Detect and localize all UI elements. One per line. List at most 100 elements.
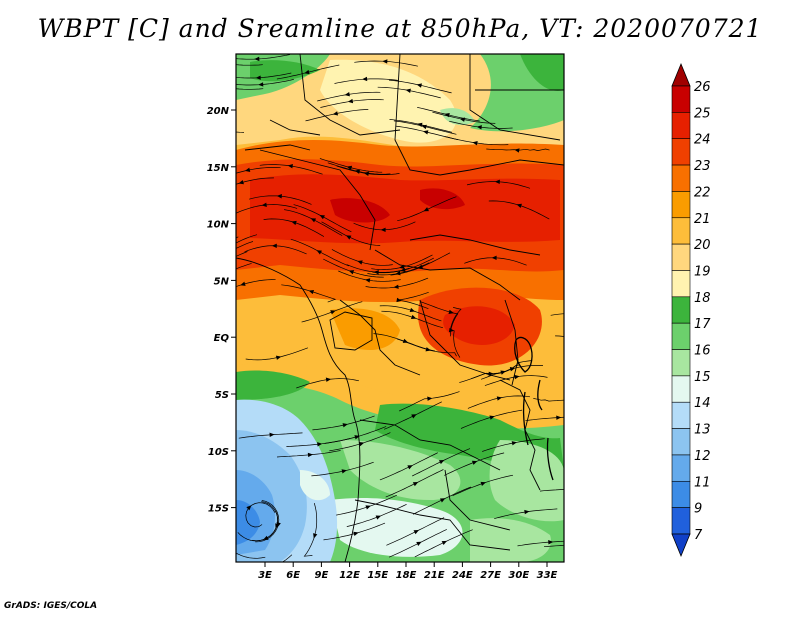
colorbar-box (671, 349, 691, 377)
colorbar-box (671, 112, 691, 140)
streamline-arrow (396, 297, 402, 303)
colorbar-box (671, 507, 691, 535)
lat-tick-label: 10S (208, 447, 229, 458)
lon-tick-label: 33E (537, 570, 558, 581)
streamline-arrow (238, 179, 244, 185)
colorbar-level-label: 21 (694, 212, 711, 227)
colorbar-lower-triangle (671, 533, 691, 558)
streamline-arrow (275, 355, 282, 360)
streamline-arrow (332, 111, 339, 116)
streamline-arrow (365, 278, 371, 283)
streamline-arrow (269, 432, 275, 438)
streamline-arrow (511, 441, 517, 446)
streamline-arrow (310, 218, 317, 223)
plot-title: WBPT [C] and Sreamline at 850hPa, VT: 20… (37, 14, 763, 43)
streamline-arrow (258, 82, 264, 87)
streamline-arrow (471, 460, 478, 465)
colorbar-level-label: 15 (694, 370, 711, 385)
streamline-arrow (244, 167, 251, 172)
colorbar-box (671, 138, 691, 166)
streamline-arrow (476, 125, 482, 130)
grads-credit: GrADS: IGES/COLA (4, 601, 98, 611)
streamline-arrow (354, 435, 360, 440)
colorbar-box (671, 375, 691, 403)
colorbar-level-label: 13 (694, 423, 711, 438)
streamline-arrow (342, 423, 348, 428)
lon-tick-label: 6E (286, 570, 300, 581)
colorbar-level-label: 17 (694, 317, 711, 332)
longitude-axis: 3E 6E 9E 12E 15E 18E 21E 24E 27E 30E 33E (258, 562, 558, 581)
streamline-arrow (287, 164, 293, 169)
streamline-arrow (354, 169, 361, 174)
colorbar-box (671, 296, 691, 324)
streamline-arrow (261, 202, 267, 207)
streamline-arrow (514, 148, 520, 153)
streamline-arrow (441, 540, 448, 546)
streamline-arrow (208, 126, 214, 131)
streamline-arrow (219, 252, 225, 258)
lakes (514, 336, 554, 481)
streamline-arrow (308, 289, 315, 295)
lon-tick-label: 18E (396, 570, 417, 581)
streamline-arrow (246, 505, 252, 511)
colorbar-box (671, 164, 691, 192)
streamline-arrow (271, 243, 277, 248)
streamline-arrow (480, 481, 486, 486)
streamline-arrow (548, 540, 554, 545)
streamline-arrow (313, 533, 318, 539)
streamline-arrow (206, 250, 212, 256)
colorbar-box (671, 454, 691, 482)
streamline-arrow (395, 270, 401, 276)
streamline-arrow (227, 86, 232, 91)
streamline-arrow (276, 194, 282, 199)
lon-tick-label: 21E (424, 570, 445, 581)
colorbar-upper-triangle (671, 62, 691, 87)
streamline-arrow (416, 541, 422, 546)
streamline-arrow (448, 327, 455, 333)
streamline-arrow (417, 264, 424, 269)
streamline-arrow (427, 396, 433, 401)
streamline-arrow (556, 415, 562, 420)
lon-tick-label: 24E (452, 570, 473, 581)
lat-tick-label: 15N (207, 163, 230, 174)
streamline-arrow (325, 377, 332, 382)
streamline (550, 313, 564, 316)
colorbar-level-label: 9 (694, 502, 702, 517)
streamline-arrow (417, 122, 423, 128)
lon-tick-label: 30E (508, 570, 529, 581)
colorbar-box (671, 85, 691, 113)
colorbar-level-label: 24 (694, 133, 711, 148)
colorbar-level-label: 14 (694, 396, 711, 411)
lon-tick-label: 15E (367, 570, 388, 581)
streamline-arrow (448, 309, 454, 314)
lat-tick-label: EQ (214, 333, 230, 344)
streamline (236, 64, 263, 66)
streamline-arrow (254, 56, 260, 62)
streamline (236, 234, 258, 244)
streamline (543, 545, 564, 548)
colorbar-box (671, 243, 691, 271)
colorbar-box (671, 217, 691, 245)
lat-tick-label: 20N (207, 106, 230, 117)
streamline (236, 263, 252, 270)
streamline-arrow (405, 88, 411, 93)
wbpt-field (236, 54, 564, 562)
colorbar: 26 25 24 23 22 21 20 19 18 17 16 15 14 13 12 11 9 7 (671, 62, 711, 558)
streamline-arrow (263, 535, 269, 540)
streamline-arrow (491, 255, 497, 261)
streamline-arrow (291, 220, 297, 226)
streamline (539, 489, 564, 492)
streamline-arrow (421, 124, 427, 130)
streamline-arrow (439, 498, 446, 503)
streamline-arrow (375, 515, 382, 520)
streamline-arrow (347, 98, 354, 104)
streamline-arrow (345, 235, 352, 240)
streamline-arrow (423, 207, 429, 212)
lat-tick-label: 5N (214, 276, 230, 287)
lat-tick-label: 15S (208, 504, 229, 515)
streamline (236, 241, 254, 249)
lat-tick-label: 10N (207, 220, 230, 231)
streamline-arrow (341, 469, 347, 474)
streamline-arrow (524, 509, 530, 515)
